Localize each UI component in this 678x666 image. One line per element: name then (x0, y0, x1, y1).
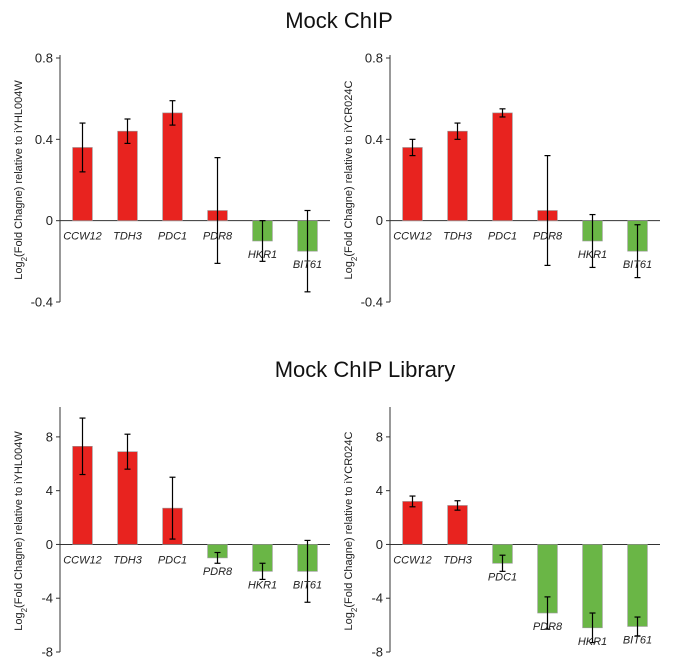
category-label: TDH3 (113, 231, 143, 243)
y-tick-label: 0 (46, 213, 53, 228)
category-label: HKR1 (578, 636, 607, 648)
category-label: PDR8 (203, 231, 233, 243)
section-title-mock-chip: Mock ChIP (285, 8, 393, 33)
bar-chart-2: -0.4 0 0.4 0.8 Log2(Fold Chagne) relative to… (343, 51, 660, 310)
bar-tdh3 (447, 505, 468, 545)
category-label: PDR8 (533, 231, 563, 243)
category-label: PDR8 (203, 566, 233, 578)
y-tick-label: -0.4 (31, 295, 53, 310)
category-label: PDC1 (158, 554, 187, 566)
category-label: BIT61 (623, 634, 652, 646)
category-label: CCW12 (63, 554, 102, 566)
y-tick-label: -4 (371, 591, 383, 606)
category-label: CCW12 (393, 554, 432, 566)
y-tick-label: 0.8 (365, 51, 383, 66)
bar-tdh3 (117, 130, 138, 221)
y-axis-label: Log2(Fold Chagne) relative to iYCR024C (343, 432, 359, 631)
category-label: PDC1 (488, 571, 517, 583)
bar-chart-1: -0.4 0 0.4 0.8 Log2(Fold Chagne) relative to… (13, 51, 330, 310)
y-tick-label: 8 (46, 429, 53, 444)
bar-chart-4: -8 -4 0 4 8 Log2(Fold Chagne) relative to iYC… (343, 407, 660, 660)
y-tick-label: 8 (376, 429, 383, 444)
y-tick-label: 0 (376, 537, 383, 552)
category-label: BIT61 (623, 259, 652, 271)
y-tick-label: 0.4 (35, 132, 53, 147)
bar-ccw12 (402, 501, 423, 545)
y-axis-label: Log2(Fold Chagne) relative to iYCR024C (343, 81, 359, 280)
y-tick-label: -4 (41, 591, 53, 606)
category-label: PDC1 (158, 231, 187, 243)
category-label: PDR8 (533, 621, 563, 633)
category-label: PDC1 (488, 231, 517, 243)
category-label: CCW12 (393, 231, 432, 243)
y-tick-label: 0 (376, 213, 383, 228)
chart-panels: -0.4 0 0.4 0.8 Log2(Fold Chagne) relative to… (13, 51, 660, 660)
y-tick-label: 0 (46, 537, 53, 552)
section-title-mock-chip-library: Mock ChIP Library (275, 357, 456, 382)
bar-tdh3 (447, 130, 468, 221)
y-axis-label: Log2(Fold Chagne) relative to iYHL004W (13, 80, 29, 280)
y-axis-label: Log2(Fold Chagne) relative to iYHL004W (13, 431, 29, 631)
bar-pdc1 (492, 112, 513, 221)
bar-bit61 (627, 544, 648, 627)
bar-chart-3: -8 -4 0 4 8 Log2(Fold Chagne) relative to iYH… (13, 407, 330, 660)
category-label: HKR1 (248, 249, 277, 261)
y-tick-label: -0.4 (361, 295, 383, 310)
category-label: BIT61 (293, 259, 322, 271)
category-label: TDH3 (113, 554, 143, 566)
y-tick-label: 4 (46, 483, 53, 498)
y-tick-label: 0.8 (35, 51, 53, 66)
category-label: CCW12 (63, 231, 102, 243)
bar-pdc1 (162, 112, 183, 221)
category-label: TDH3 (443, 554, 473, 566)
category-label: TDH3 (443, 231, 473, 243)
y-tick-label: -8 (371, 645, 383, 660)
y-tick-label: 0.4 (365, 132, 383, 147)
category-label: HKR1 (248, 579, 277, 591)
bar-ccw12 (402, 147, 423, 221)
category-label: BIT61 (293, 579, 322, 591)
y-tick-label: 4 (376, 483, 383, 498)
y-tick-label: -8 (41, 645, 53, 660)
category-label: HKR1 (578, 249, 607, 261)
